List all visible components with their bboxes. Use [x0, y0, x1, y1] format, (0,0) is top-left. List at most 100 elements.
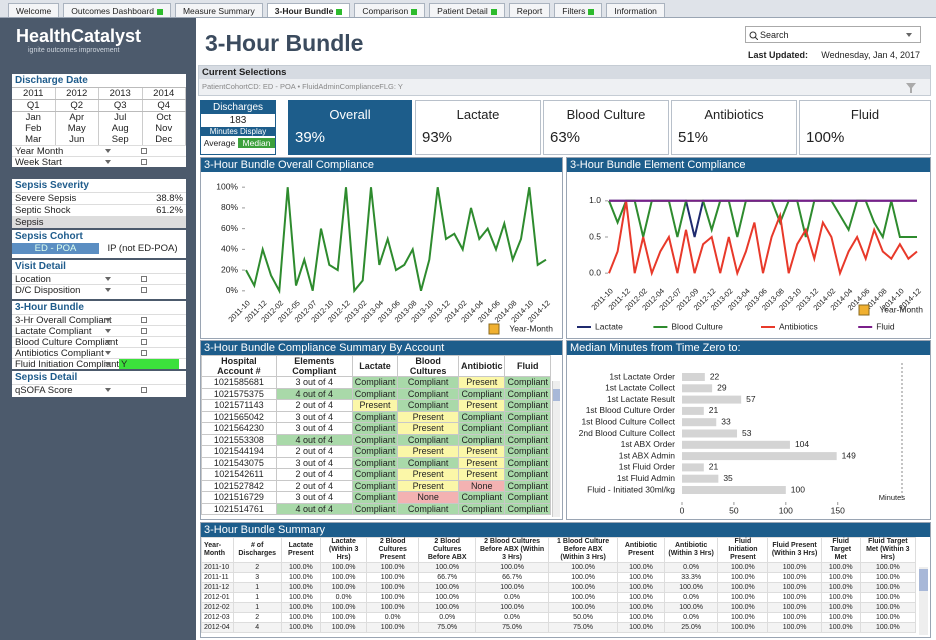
filter-option[interactable]: Sep [111, 134, 129, 145]
kpi-card[interactable]: Lactate 93% [415, 100, 541, 155]
tab[interactable]: Information [606, 3, 665, 17]
tab[interactable]: Welcome [8, 3, 60, 17]
search-box[interactable]: Search [745, 26, 921, 43]
filter-option[interactable]: Jan [25, 112, 41, 123]
filter-checkbox [141, 339, 147, 345]
table-cell: Compliant [351, 387, 399, 400]
filter-option[interactable]: Oct [156, 112, 172, 123]
last-updated-label: Last Updated: [748, 50, 809, 60]
table-cell: 2011-11 [201, 572, 234, 583]
severity-row[interactable]: Severe Sepsis 38.8% [12, 192, 186, 204]
filter-option[interactable]: Apr [69, 112, 85, 123]
filter-dropdown[interactable]: D/C Disposition [12, 284, 186, 296]
table-row[interactable]: 1021516729 3 out of 4 Compliant None Complia… [201, 491, 551, 504]
table-row[interactable]: 1021514761 4 out of 4 Compliant Compliant Co… [201, 502, 551, 515]
filter-option[interactable]: Mar [25, 134, 42, 145]
tab[interactable]: Outcomes Dashboard [63, 3, 171, 17]
bar [682, 486, 786, 494]
month-column: Oct Nov Dec [143, 112, 186, 145]
table-cell: 2 out of 4 [275, 479, 353, 492]
filter-label: Year Month [15, 145, 64, 157]
filter-option[interactable]: 2014 [143, 88, 186, 99]
filter-dropdown[interactable]: Fluid Initiation Compliant Y [12, 358, 186, 370]
table-cell: 100.0% [820, 592, 861, 603]
y-tick-label: 20% [221, 264, 238, 274]
value-label: 57 [746, 394, 756, 404]
filter-option[interactable]: Feb [25, 123, 42, 134]
tab[interactable]: 3-Hour Bundle [266, 3, 351, 17]
series-line [608, 200, 918, 277]
table-row[interactable]: 1021565042 3 out of 4 Compliant Present Comp… [201, 410, 551, 423]
tab[interactable]: Comparison [354, 3, 426, 17]
table-row[interactable]: 1021527842 2 out of 4 Compliant Present None… [201, 479, 551, 492]
filter-option[interactable]: Q1 [12, 100, 56, 111]
table-cell: 100.0% [366, 562, 420, 573]
table-cell: Compliant [457, 433, 506, 446]
filter-dropdown[interactable]: Lactate Compliant [12, 325, 186, 337]
tab[interactable]: Report [508, 3, 551, 17]
table-row[interactable]: 1021564230 3 out of 4 Compliant Present Comp… [201, 422, 551, 435]
tab-label: Information [614, 6, 657, 16]
filter-option[interactable]: Q4 [143, 100, 186, 111]
kpi-card[interactable]: Overall 39% [288, 100, 412, 155]
filter-dropdown[interactable]: qSOFA Score [12, 384, 186, 396]
filter-option[interactable]: Dec [155, 134, 173, 145]
table-cell: 2011-10 [201, 562, 234, 573]
toggle-average[interactable]: Average [203, 138, 236, 148]
cohort-option[interactable]: IP (not ED-POA) [107, 243, 178, 254]
scrollbar[interactable] [552, 381, 560, 517]
scroll-thumb[interactable] [919, 569, 928, 591]
severity-row[interactable]: Sepsis [12, 216, 186, 228]
severity-row[interactable]: Septic Shock 61.2% [12, 204, 186, 216]
column-header: Lactate [351, 355, 399, 377]
filter-dropdown[interactable]: Antibiotics Compliant [12, 347, 186, 359]
table-cell: Compliant [504, 502, 551, 515]
filter-dropdown[interactable]: Year Month [12, 145, 186, 157]
filter-dropdown[interactable]: Location [12, 273, 186, 285]
table-row[interactable]: 1021553308 4 out of 4 Compliant Compliant Co… [201, 433, 551, 446]
table-cell: 33.3% [663, 572, 719, 583]
table-row[interactable]: 1021571143 2 out of 4 Present Compliant Pres… [201, 399, 551, 412]
discharges-box: Discharges 183 Minutes Display Average Media… [200, 100, 276, 155]
filter-dropdown[interactable]: Blood Culture Compliant [12, 336, 186, 348]
filter-option[interactable]: 2012 [56, 88, 99, 99]
filter-option[interactable]: 2011 [12, 88, 56, 99]
filter-option[interactable]: Nov [155, 123, 173, 134]
table-cell: Present [397, 445, 459, 458]
scrollbar[interactable] [919, 567, 928, 635]
filter-option[interactable]: Q3 [99, 100, 143, 111]
table-cell: 100.0% [320, 562, 368, 573]
table-row[interactable]: 1021543075 3 out of 4 Compliant Compliant Pr… [201, 456, 551, 469]
tab[interactable]: Patient Detail [429, 3, 505, 17]
kpi-card[interactable]: Blood Culture 63% [543, 100, 669, 155]
cohort-option[interactable]: ED - POA [12, 243, 99, 254]
scroll-thumb[interactable] [553, 389, 560, 401]
filter-dropdown[interactable]: Week Start [12, 156, 186, 168]
table-row[interactable]: 1021575375 4 out of 4 Compliant Compliant Co… [201, 387, 551, 400]
filter-option[interactable]: 2013 [99, 88, 143, 99]
tab[interactable]: Measure Summary [174, 3, 263, 17]
table-row[interactable]: 1021585681 3 out of 4 Compliant Compliant Pr… [201, 376, 551, 389]
table-row[interactable]: 1021544194 2 out of 4 Compliant Present Pres… [201, 445, 551, 458]
clear-filter-icon[interactable] [906, 83, 916, 93]
filter-option[interactable]: Jun [69, 134, 85, 145]
bar [682, 452, 837, 461]
dropdown-caret [105, 318, 111, 322]
filter-option[interactable]: Jul [114, 112, 127, 123]
toggle-median[interactable]: Median [238, 138, 275, 148]
tab[interactable]: Filters [554, 3, 603, 17]
panel-title: 3-Hour Bundle Overall Compliance [201, 158, 562, 172]
table-row[interactable]: 1021542611 2 out of 4 Compliant Present Pres… [201, 468, 551, 481]
kpi-card[interactable]: Antibiotics 51% [671, 100, 797, 155]
table-cell: 100.0% [548, 592, 619, 603]
kpi-card[interactable]: Fluid 100% [799, 100, 931, 155]
filter-option[interactable]: Aug [111, 123, 129, 134]
table-cell: 100.0% [280, 562, 322, 573]
filter-section-title: Sepsis Detail [12, 369, 186, 384]
table-cell: 100.0% [320, 612, 368, 623]
table-cell: 1021585681 [201, 376, 277, 389]
filter-option[interactable]: Q2 [56, 100, 99, 111]
filter-dropdown[interactable]: 3-Hr Overall Compliant [12, 314, 186, 326]
filter-option[interactable]: May [67, 123, 86, 134]
